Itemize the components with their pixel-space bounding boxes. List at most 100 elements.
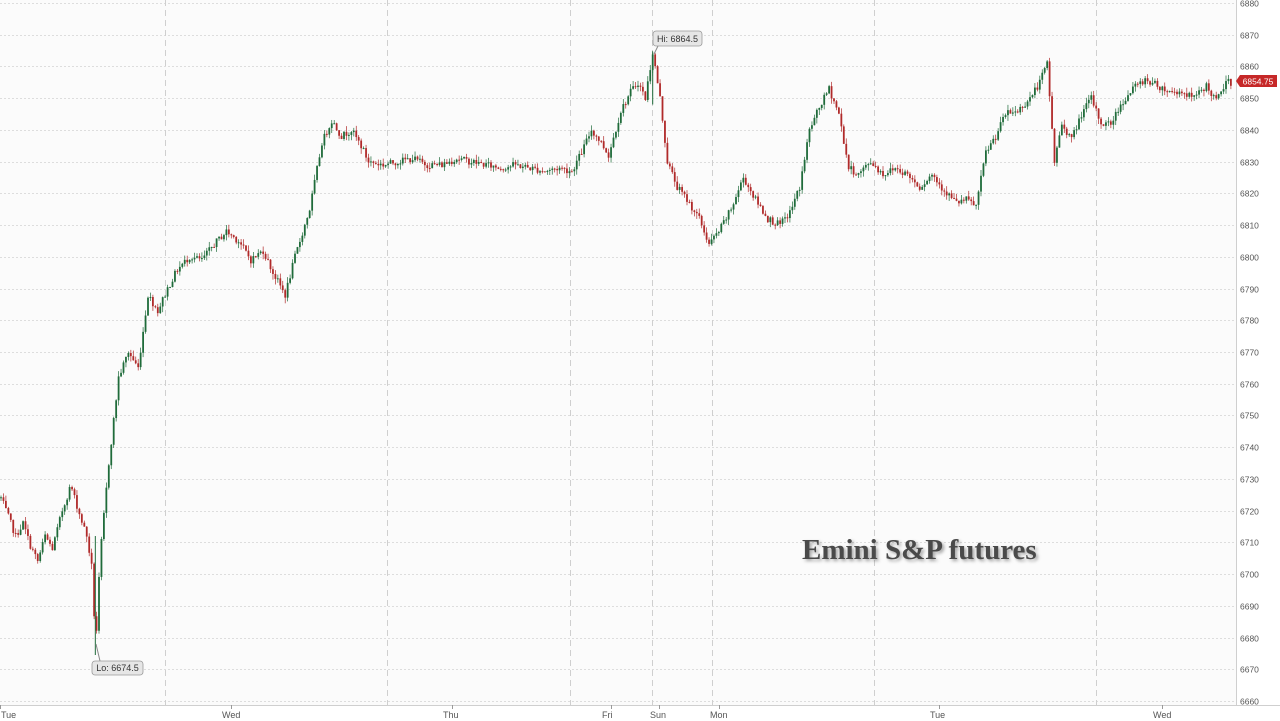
candle-body	[717, 232, 720, 234]
candle-body	[203, 255, 206, 259]
candle-body	[813, 117, 816, 126]
candle-body	[1215, 95, 1218, 99]
candle-body	[1168, 91, 1171, 93]
candle-body	[1036, 87, 1039, 90]
candle-body	[299, 241, 301, 248]
candle-body	[1161, 86, 1164, 91]
candle-body	[294, 253, 296, 263]
candle-body	[446, 162, 448, 164]
candle-body	[1227, 78, 1230, 82]
candle-body	[597, 136, 600, 141]
candle-body	[622, 104, 625, 113]
candle-body	[796, 190, 799, 199]
candle-body	[1031, 95, 1034, 98]
candle-body	[923, 184, 926, 187]
candle-body	[1051, 96, 1053, 129]
candle-body	[51, 543, 54, 551]
candle-body	[490, 162, 492, 168]
candle-body	[544, 171, 546, 173]
candle-body	[247, 250, 250, 257]
candle-body	[955, 198, 958, 201]
candle-body	[605, 148, 608, 153]
candle-body	[975, 204, 977, 206]
candle-body	[590, 130, 593, 137]
candle-body	[5, 500, 7, 509]
candle-body	[918, 186, 921, 190]
candle-body	[950, 193, 953, 198]
candle-body	[178, 266, 181, 272]
candle-body	[1087, 99, 1090, 104]
candle-body	[433, 163, 436, 165]
candle-body	[110, 444, 113, 466]
candle-body	[458, 159, 461, 161]
candle-body	[585, 138, 588, 145]
candle-body	[252, 256, 255, 264]
candle-body	[286, 282, 289, 298]
candle-body	[668, 163, 671, 167]
candle-body	[1021, 106, 1024, 108]
candle-body	[864, 164, 867, 168]
candle-body	[1097, 108, 1100, 119]
candle-body	[257, 253, 260, 257]
candle-body	[911, 177, 914, 180]
candle-body	[1085, 103, 1088, 110]
candle-body	[654, 54, 657, 67]
candle-body	[58, 517, 61, 528]
candle-body	[713, 235, 715, 240]
candle-body	[627, 96, 630, 105]
candle-body	[561, 167, 563, 169]
y-tick-label: 6690	[1240, 602, 1259, 612]
candle-body	[325, 133, 328, 135]
candle-body	[142, 331, 144, 353]
candle-body	[811, 125, 813, 129]
candle-body	[948, 193, 951, 196]
candle-body	[66, 499, 69, 506]
candle-body	[1151, 82, 1154, 85]
candle-body	[441, 162, 443, 168]
candle-body	[869, 163, 872, 165]
candle-body	[1171, 91, 1173, 93]
last-price-tag: 6854.75	[1236, 75, 1277, 87]
x-tick-label: Sun	[650, 710, 666, 720]
candle-body	[465, 157, 468, 159]
candle-body	[997, 131, 1000, 140]
candle-body	[703, 225, 706, 233]
candle-body	[708, 239, 710, 244]
candle-body	[889, 168, 892, 174]
candle-body	[455, 159, 458, 162]
candle-body	[115, 400, 118, 419]
candle-body	[463, 157, 465, 159]
candle-body	[1043, 68, 1046, 73]
candle-body	[453, 161, 456, 165]
candle-body	[372, 161, 375, 163]
candle-body	[894, 168, 897, 171]
candle-body	[534, 166, 536, 168]
candle-body	[335, 123, 338, 131]
candle-body	[766, 215, 769, 223]
candle-body	[570, 171, 573, 173]
candle-body	[1029, 97, 1031, 102]
candle-body	[980, 175, 982, 192]
candle-body	[504, 169, 507, 171]
candle-body	[438, 162, 441, 165]
candle-body	[450, 161, 453, 165]
candle-body	[117, 376, 120, 401]
candle-body	[962, 199, 965, 201]
candle-body	[634, 86, 637, 88]
candle-body	[401, 157, 404, 164]
candle-body	[879, 170, 882, 173]
candle-body	[1078, 118, 1080, 130]
candle-body	[24, 521, 27, 530]
candle-body	[156, 307, 159, 314]
candle-body	[423, 161, 426, 166]
candle-body	[220, 236, 223, 240]
candle-body	[343, 131, 345, 139]
candle-body	[1188, 92, 1191, 97]
candle-body	[1046, 61, 1049, 69]
candle-body	[352, 130, 355, 133]
candle-body	[63, 505, 66, 512]
candle-body	[553, 168, 556, 170]
candle-body	[22, 521, 24, 530]
candle-body	[152, 297, 154, 307]
candle-body	[938, 182, 941, 185]
